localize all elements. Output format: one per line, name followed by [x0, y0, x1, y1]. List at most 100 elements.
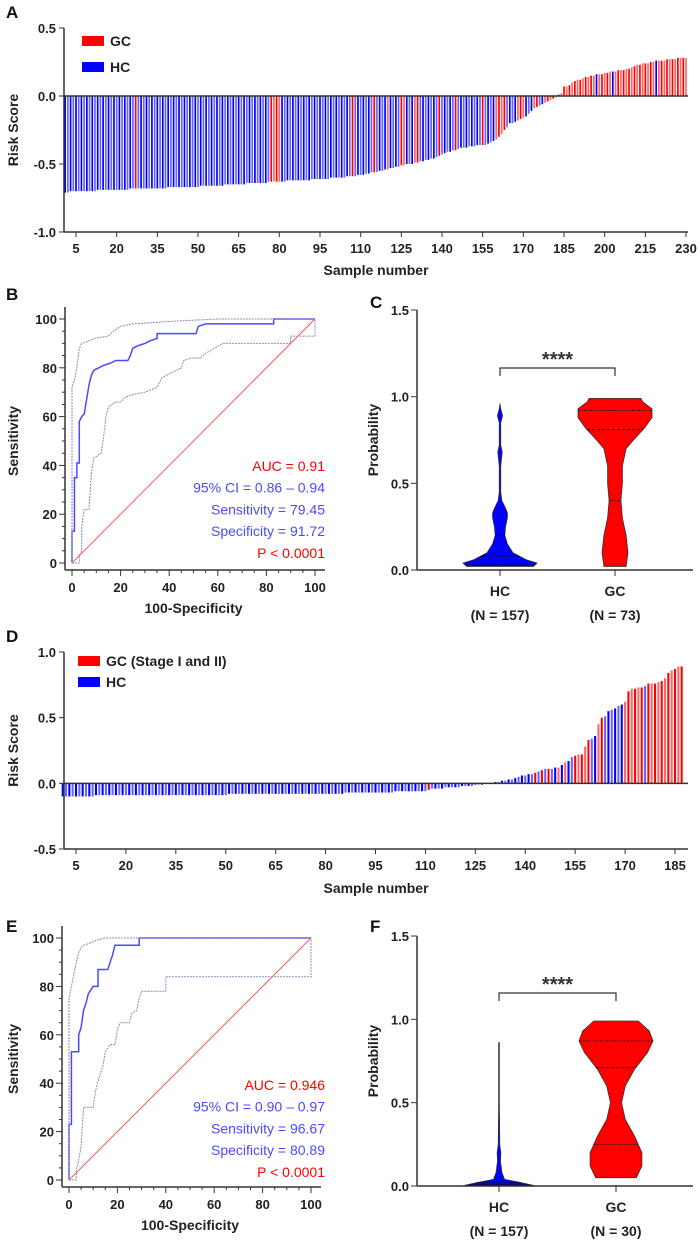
bar-hc	[232, 96, 235, 185]
bar-hc	[128, 783, 131, 796]
y-axis-label: Probability	[365, 404, 381, 477]
x-tick-label: 140	[431, 241, 453, 256]
bar-hc	[508, 96, 511, 124]
legend-swatch-gc	[82, 36, 104, 46]
ci-lower-curve	[69, 938, 312, 1181]
bar-hc	[357, 96, 359, 175]
bar-gc	[565, 86, 568, 96]
bar-hc	[451, 783, 454, 788]
bar-hc	[411, 96, 414, 164]
bar-hc	[286, 96, 289, 181]
bar-hc	[527, 774, 530, 784]
stat-annotation: Specificity = 91.72	[211, 523, 325, 539]
bar-hc	[170, 96, 172, 188]
bar-hc	[510, 779, 513, 784]
bar-gc	[628, 68, 630, 96]
stat-annotation: AUC = 0.91	[252, 458, 325, 474]
bar-gc	[597, 724, 600, 784]
bar-hc	[121, 96, 123, 190]
bar-gc	[134, 96, 137, 189]
bar-hc	[470, 96, 473, 147]
bar-gc	[495, 96, 498, 140]
bar-hc	[359, 96, 362, 175]
bar-hc	[267, 96, 270, 182]
x-tick-label: 200	[594, 241, 616, 256]
bar-gc	[587, 76, 590, 96]
x-tick-label: 155	[564, 858, 586, 873]
bar-hc	[291, 783, 294, 794]
bar-hc	[525, 96, 527, 117]
bar-gc	[540, 770, 543, 784]
bar-hc	[140, 96, 142, 189]
x-tick-label: 5	[72, 858, 79, 873]
bar-hc	[96, 96, 99, 190]
bar-gc	[630, 688, 633, 784]
x-tick-label: 60	[207, 1197, 221, 1212]
bar-hc	[317, 783, 320, 794]
x-tick-label: 0	[68, 580, 75, 595]
bar-hc	[241, 783, 244, 794]
bar-hc	[244, 783, 247, 794]
bar-hc	[218, 783, 221, 796]
bar-gc	[533, 96, 536, 109]
bar-hc	[72, 96, 75, 192]
bar-hc	[527, 96, 530, 114]
bar-hc	[115, 96, 118, 190]
x-tick-label: 125	[464, 858, 486, 873]
bar-hc	[487, 96, 489, 144]
bar-gc	[667, 673, 670, 784]
bar-gc	[564, 762, 567, 784]
bar-gc	[400, 96, 403, 166]
y-tick-label: 0.5	[38, 711, 56, 726]
bar-hc	[314, 783, 317, 794]
stat-annotation: AUC = 0.946	[244, 1077, 325, 1093]
bar-hc	[311, 96, 313, 179]
bar-hc	[340, 96, 343, 178]
panel-label-a: A	[6, 3, 18, 22]
bar-hc	[91, 783, 94, 797]
bar-hc	[68, 783, 71, 797]
bar-gc	[275, 96, 278, 182]
roc-curve	[71, 318, 315, 563]
panel-f-violin-chart: 0.0 0.5 1.0 1.5 HC (N = 157) GC (N = 30) Probabi…	[365, 929, 693, 1239]
bar-hc	[421, 783, 424, 792]
bar-hc	[381, 783, 384, 793]
bar-hc	[186, 96, 188, 188]
bar-hc	[161, 783, 164, 796]
bar-hc	[397, 96, 400, 167]
bar-hc	[424, 783, 427, 792]
bar-hc	[297, 783, 300, 794]
bar-hc	[507, 779, 510, 784]
bar-gc	[614, 71, 617, 96]
bar-hc	[151, 783, 154, 796]
bar-hc	[327, 96, 329, 179]
bar-gc	[666, 59, 668, 96]
y-tick-label: 20	[43, 507, 57, 522]
bar-hc	[281, 783, 284, 794]
bar-hc	[277, 783, 281, 794]
category-label: GC	[605, 583, 626, 599]
y-tick-label: 40	[43, 458, 57, 473]
y-axis-label: Sensitivity	[5, 406, 21, 476]
panel-label-f: F	[370, 917, 380, 936]
x-axis-label: Sample number	[323, 880, 429, 896]
y-tick-label: 80	[43, 361, 57, 376]
y-tick-label: 60	[40, 1028, 54, 1043]
ci-upper-curve	[71, 318, 315, 563]
bar-gc	[582, 78, 584, 96]
bar-hc	[544, 768, 547, 784]
x-tick-label: 65	[268, 858, 282, 873]
bar-hc	[367, 783, 370, 793]
y-tick-label: 0.0	[391, 563, 409, 578]
bar-hc	[407, 783, 410, 792]
x-tick-label: 110	[415, 858, 436, 873]
bar-gc	[560, 93, 563, 96]
bar-hc	[131, 783, 134, 796]
bar-hc	[194, 96, 197, 188]
bar-hc	[208, 96, 210, 186]
bar-gc	[278, 96, 281, 182]
bar-hc	[457, 96, 460, 150]
bar-hc	[346, 96, 348, 177]
bar-hc	[524, 775, 527, 784]
bar-hc	[354, 96, 357, 177]
